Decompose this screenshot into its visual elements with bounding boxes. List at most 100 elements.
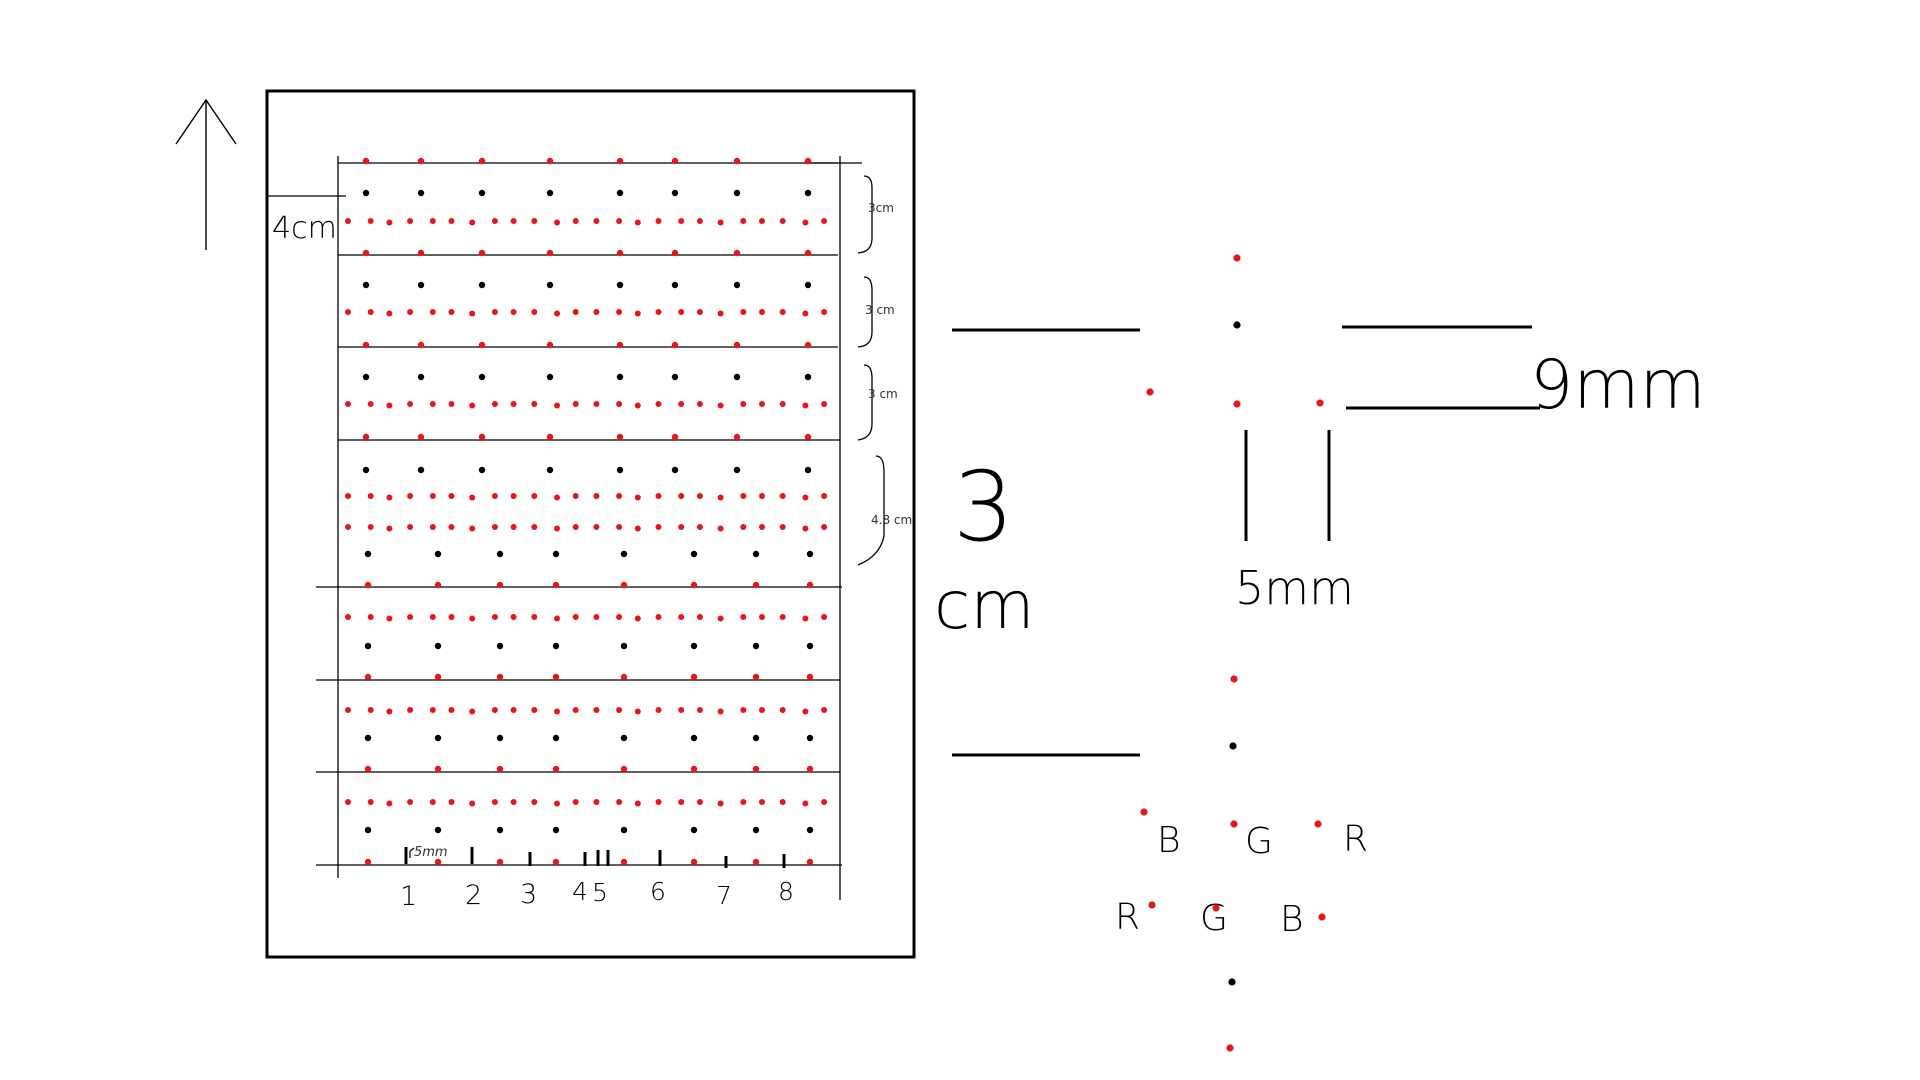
red-dot (367, 401, 374, 407)
black-dot (690, 550, 698, 558)
red-dot (696, 218, 703, 224)
red-dot (821, 707, 828, 713)
black-dot (546, 373, 554, 381)
red-dot (407, 524, 414, 530)
red-dot (759, 799, 765, 805)
black-dot (804, 281, 812, 289)
right-panel-lines (952, 325, 1540, 757)
black-dot (496, 642, 504, 650)
red-dot (491, 309, 498, 315)
red-dot (717, 525, 724, 532)
red-dot (552, 765, 560, 773)
red-dot (690, 858, 698, 866)
red-dot (434, 581, 442, 589)
red-dot (593, 401, 600, 407)
black-dot (362, 189, 370, 197)
black-dot (546, 281, 554, 289)
red-dot (572, 524, 579, 530)
red-dot (752, 858, 760, 866)
red-dot (554, 615, 560, 622)
black-dot (434, 642, 442, 650)
inner-gap-label: 9mm (1530, 346, 1706, 425)
red-dot (572, 309, 579, 315)
red-dot (821, 309, 828, 315)
column-number: 7 (716, 881, 732, 910)
red-dot (510, 218, 517, 224)
red-dot (469, 402, 476, 409)
red-dot (554, 402, 560, 409)
black-dot (806, 826, 814, 834)
black-dot (733, 189, 741, 197)
black-dot (806, 550, 814, 558)
pixel-dots (345, 157, 828, 866)
column-numbers: 1 2 3 4 5 6 7 8 (400, 877, 794, 912)
black-dot (496, 550, 504, 558)
black-dot (1233, 321, 1241, 329)
red-dot (572, 707, 579, 713)
red-dot (510, 401, 517, 407)
red-dot (1314, 820, 1322, 828)
black-dot (616, 281, 624, 289)
subpixel-letter: B (1280, 899, 1304, 940)
red-dot (634, 800, 641, 807)
red-dot (696, 707, 703, 713)
black-dot (752, 642, 760, 650)
right-panel-dots (1140, 254, 1326, 1052)
black-dot (804, 373, 812, 381)
red-dot (364, 765, 372, 773)
red-dot (593, 218, 600, 224)
red-dot (429, 493, 436, 499)
red-dot (434, 765, 442, 773)
red-dot (367, 524, 374, 530)
red-dot (655, 493, 662, 499)
red-dot (448, 799, 455, 805)
black-dot (417, 466, 425, 474)
red-dot (417, 341, 425, 349)
red-dot (655, 799, 662, 805)
brackets (857, 175, 885, 566)
red-dot (478, 433, 486, 441)
black-dot (364, 826, 372, 834)
red-dot (620, 765, 628, 773)
red-dot (759, 614, 765, 620)
red-dot (620, 581, 628, 589)
red-dot (386, 219, 393, 226)
black-dot (552, 826, 560, 834)
red-dot (696, 401, 703, 407)
red-dot (759, 309, 765, 315)
red-dot (802, 615, 809, 622)
red-dot (733, 341, 741, 349)
red-dot (386, 494, 393, 501)
black-dot (733, 281, 741, 289)
red-dot (546, 433, 554, 441)
red-dot (362, 341, 370, 349)
red-dot (804, 341, 812, 349)
column-number: 1 (400, 881, 417, 912)
red-dot (593, 493, 600, 499)
red-dot (655, 309, 662, 315)
red-dot (496, 673, 504, 681)
red-dot (448, 218, 455, 224)
red-dot (552, 673, 560, 681)
red-dot (616, 309, 623, 315)
black-dot (546, 466, 554, 474)
red-dot (733, 157, 741, 165)
red-dot (634, 708, 641, 715)
red-dot (345, 493, 351, 499)
black-dot (733, 466, 741, 474)
span-label-unit: cm (934, 567, 1035, 644)
subpixel-letter: R (1115, 897, 1140, 938)
red-dot (759, 401, 765, 407)
red-dot (345, 614, 351, 620)
subpixel-order-row-1: B G R (1157, 819, 1368, 862)
red-dot (678, 309, 685, 315)
red-dot (690, 581, 698, 589)
black-dot (671, 466, 679, 474)
red-dot (779, 614, 786, 620)
red-dot (386, 310, 393, 317)
subpixel-letter: G (1200, 898, 1228, 939)
red-dot (616, 799, 623, 805)
red-dot (740, 707, 747, 713)
red-dot (510, 614, 517, 620)
red-dot (469, 494, 476, 501)
